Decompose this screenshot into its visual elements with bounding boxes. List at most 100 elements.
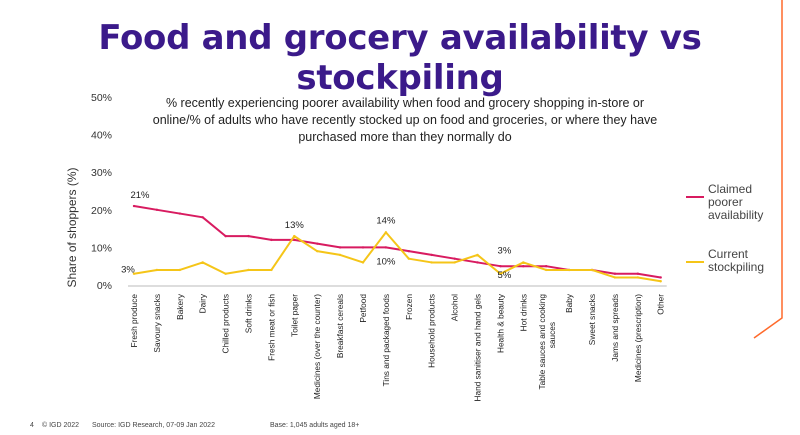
data-point	[270, 238, 273, 242]
y-tick-label: 20%	[91, 205, 112, 217]
x-tick-label: Table sauces and cookingsauces	[537, 294, 557, 390]
data-point	[384, 231, 388, 234]
x-tick-label: Jams and spreads	[610, 294, 620, 362]
data-point	[545, 265, 548, 268]
chart-subtitle: % recently experiencing poorer availabil…	[152, 96, 658, 144]
data-point	[338, 246, 342, 249]
data-point	[293, 238, 296, 242]
data-point	[499, 265, 502, 268]
data-point	[316, 242, 319, 245]
slide-accent-border	[753, 0, 783, 339]
data-point	[567, 268, 571, 272]
data-label: 3%	[498, 246, 512, 257]
data-point	[659, 276, 662, 279]
x-tick-label: Toilet paper	[289, 294, 299, 337]
data-point	[270, 268, 273, 272]
data-label: 10%	[376, 256, 396, 267]
base-note: Base: 1,045 adults aged 18+	[270, 422, 360, 429]
x-tick-label: Hand sanitiser and hand gels	[473, 294, 483, 401]
x-tick-label: Baby	[564, 293, 574, 313]
data-point	[636, 272, 639, 275]
x-tick-label: Breakfast cereals	[335, 294, 345, 358]
y-tick-label: 40%	[91, 130, 112, 142]
y-tick-label: 50%	[91, 92, 112, 104]
slide-title: Food and grocery availability vs stockpi…	[98, 18, 702, 98]
y-tick-label: 0%	[97, 280, 112, 292]
data-point	[316, 249, 319, 253]
data-point	[430, 261, 433, 264]
data-point	[361, 246, 365, 249]
data-point	[453, 257, 456, 260]
data-point	[201, 261, 204, 264]
data-label: 21%	[130, 190, 150, 201]
x-tick-label: Hot drinks	[518, 294, 528, 331]
data-point	[430, 253, 433, 257]
series-layer	[132, 204, 662, 283]
data-point	[522, 265, 525, 268]
data-point	[361, 261, 365, 264]
copyright: © IGD 2022	[42, 422, 80, 429]
x-tick-label: Chilled products	[221, 294, 231, 354]
source-note: Source: IGD Research, 07-09 Jan 2022	[92, 422, 215, 429]
series-line-stockpiling	[133, 231, 661, 283]
data-point	[155, 208, 159, 211]
data-point	[224, 272, 227, 275]
data-point	[407, 257, 410, 260]
legend-label: Claimed poorer availability	[708, 182, 763, 222]
y-axis: 0% 10% 20% 30% 40% 50% Share of shoppers (%)	[65, 92, 112, 292]
x-tick-label: Household products	[427, 294, 437, 368]
y-tick-label: 10%	[91, 242, 112, 254]
data-point	[613, 276, 617, 279]
legend: Claimed poorer availability Current stockpil…	[686, 182, 764, 274]
data-point	[476, 253, 479, 257]
accent-line	[753, 0, 783, 339]
x-tick-label: Tins and packaged foods	[381, 294, 391, 386]
data-point	[132, 272, 136, 275]
data-point	[293, 234, 296, 238]
data-point	[636, 276, 639, 279]
data-point	[201, 216, 204, 219]
x-tick-label: Fresh produce	[129, 294, 139, 348]
legend-label: Current stockpiling	[708, 247, 764, 274]
x-tick-label: Sweet snacks	[587, 294, 597, 345]
x-tick-label: Other	[656, 294, 666, 315]
data-point	[224, 234, 227, 238]
page-number: 4	[30, 422, 34, 429]
x-tick-label: Alcohol	[450, 294, 460, 321]
x-tick-label: Dairy	[198, 293, 208, 313]
data-label: 13%	[285, 220, 305, 231]
x-tick-label: Soft drinks	[244, 294, 254, 333]
data-point	[499, 272, 502, 275]
data-label: 14%	[376, 215, 396, 226]
x-tick-label: Health & beauty	[495, 293, 505, 353]
data-point	[247, 234, 250, 238]
data-point	[545, 268, 548, 272]
x-axis: Fresh produce Savoury snacks Bakery Dairy Ch…	[128, 285, 667, 401]
data-point	[590, 268, 594, 272]
x-tick-label: Savoury snacks	[152, 294, 162, 353]
data-point	[178, 268, 181, 272]
x-tick-label: Bakery	[175, 293, 185, 320]
x-tick-label: Medicines (over the counter)	[312, 294, 322, 399]
x-tick-label: Petfood	[358, 294, 368, 323]
data-point	[155, 268, 159, 272]
x-tick-label: Frozen	[404, 294, 414, 320]
data-point	[453, 261, 456, 264]
data-point	[247, 268, 250, 272]
y-tick-label: 30%	[91, 167, 112, 179]
data-point	[659, 280, 662, 283]
data-label: 5%	[498, 270, 512, 281]
data-labels: 21% 10% 5% 3% 13% 14% 3%	[121, 190, 512, 281]
data-point	[476, 261, 479, 264]
data-point	[384, 246, 388, 249]
x-tick-label: Medicines (prescription)	[633, 294, 643, 382]
y-axis-label: Share of shoppers (%)	[65, 167, 79, 287]
data-point	[522, 261, 525, 264]
data-label: 3%	[121, 265, 135, 276]
data-point	[613, 272, 617, 275]
x-tick-label: Fresh meat or fish	[266, 294, 276, 361]
data-point	[132, 204, 136, 208]
data-point	[407, 249, 410, 253]
data-point	[178, 212, 181, 215]
